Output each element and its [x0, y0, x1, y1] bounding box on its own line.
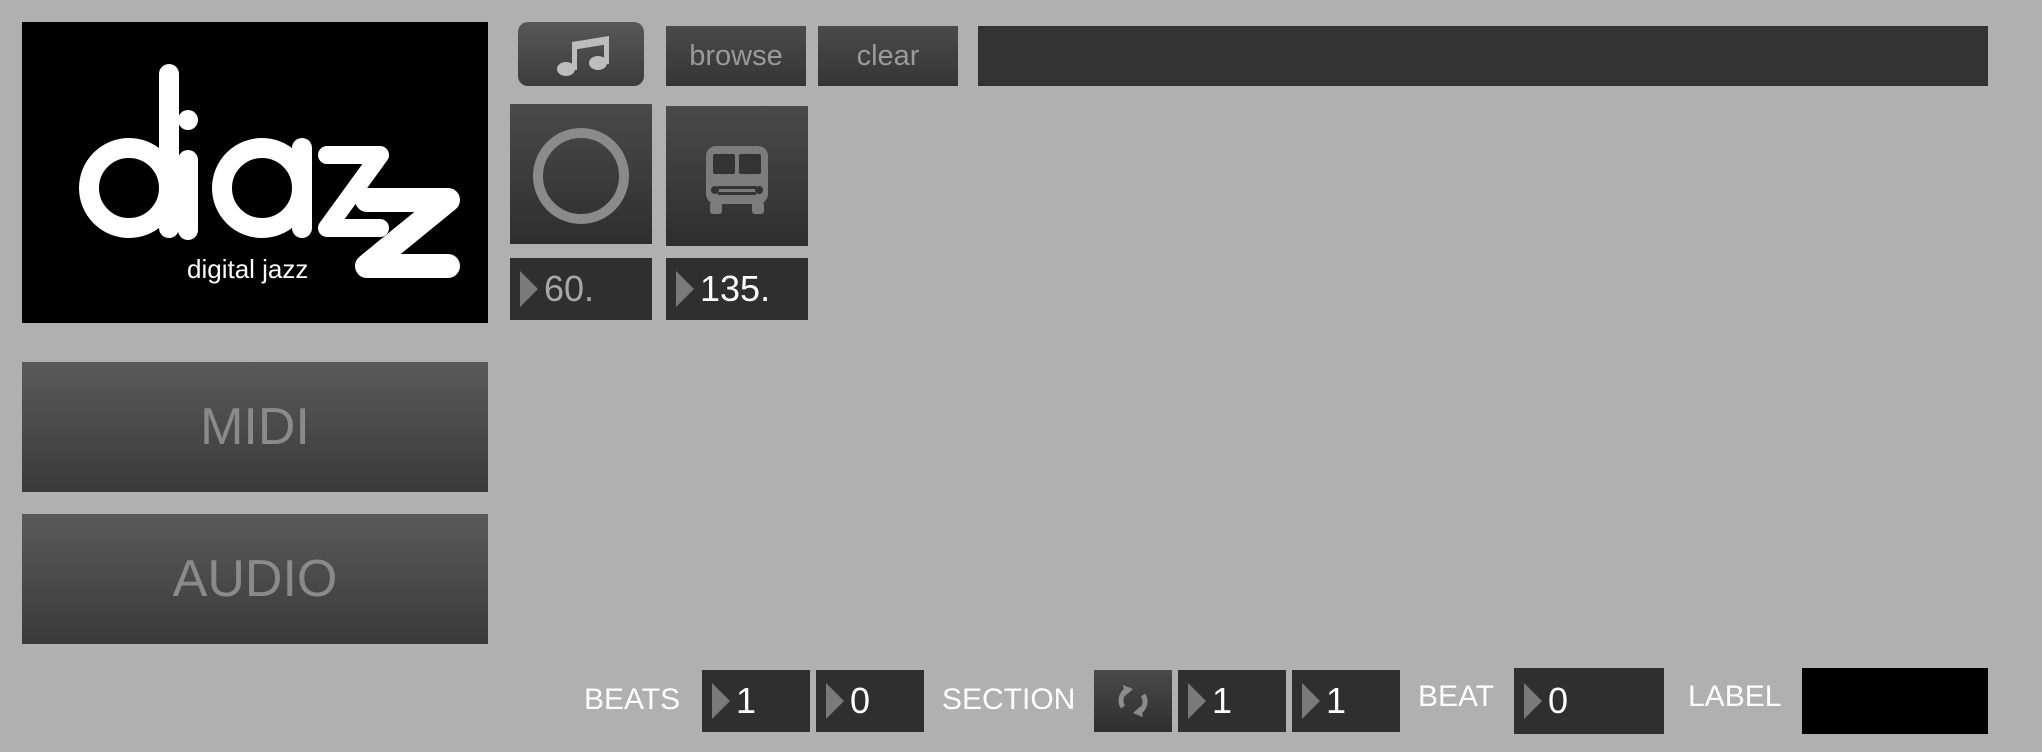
browse-label: browse	[689, 39, 783, 72]
tempo-b-value: 135.	[700, 268, 771, 309]
file-path-field[interactable]	[978, 26, 1988, 86]
section-b-value: 1	[1326, 680, 1347, 721]
clear-label: clear	[856, 39, 920, 72]
beats-a-numbox[interactable]: 1	[702, 670, 810, 732]
circle-icon	[533, 128, 629, 224]
audio-label: AUDIO	[172, 550, 338, 608]
label-label: LABEL	[1688, 680, 1782, 713]
beats-label: BEATS	[584, 683, 681, 716]
beats-a-value: 1	[736, 680, 757, 721]
beat-numbox[interactable]: 0	[1514, 668, 1664, 734]
beats-b-value: 0	[850, 680, 871, 721]
beat-value: 0	[1548, 680, 1569, 721]
tempo-a-value: 60.	[544, 268, 595, 309]
numbox-arrow-icon	[712, 683, 730, 719]
beat-label: BEAT	[1418, 680, 1495, 713]
logo-tagline: digital jazz	[187, 254, 308, 284]
midi-button[interactable]: MIDI	[22, 362, 488, 492]
sync-toggle[interactable]	[666, 106, 808, 246]
section-a-value: 1	[1212, 680, 1233, 721]
tempo-b-numbox[interactable]: 135.	[666, 258, 808, 320]
djazz-logo: digital jazz	[22, 22, 488, 323]
numbox-arrow-icon	[1188, 683, 1206, 719]
section-label: SECTION	[942, 683, 1076, 716]
audio-button[interactable]: AUDIO	[22, 514, 488, 644]
browse-button[interactable]: browse	[666, 26, 806, 86]
clear-button[interactable]: clear	[818, 26, 958, 86]
label-field[interactable]	[1802, 668, 1988, 734]
beats-b-numbox[interactable]: 0	[816, 670, 924, 732]
section-a-numbox[interactable]: 1	[1178, 670, 1286, 732]
numbox-arrow-icon	[1302, 683, 1320, 719]
numbox-arrow-icon	[826, 683, 844, 719]
music-folder-button[interactable]	[518, 22, 644, 86]
numbox-arrow-icon	[520, 271, 538, 307]
section-loop-button[interactable]	[1094, 670, 1172, 732]
numbox-arrow-icon	[676, 271, 694, 307]
loop-icon	[1118, 685, 1148, 717]
tempo-a-numbox[interactable]: 60.	[510, 258, 652, 320]
section-b-numbox[interactable]: 1	[1292, 670, 1400, 732]
bus-icon	[706, 146, 768, 214]
music-note-icon	[557, 36, 609, 76]
midi-label: MIDI	[200, 398, 310, 456]
numbox-arrow-icon	[1524, 683, 1542, 719]
record-toggle[interactable]	[510, 104, 652, 244]
